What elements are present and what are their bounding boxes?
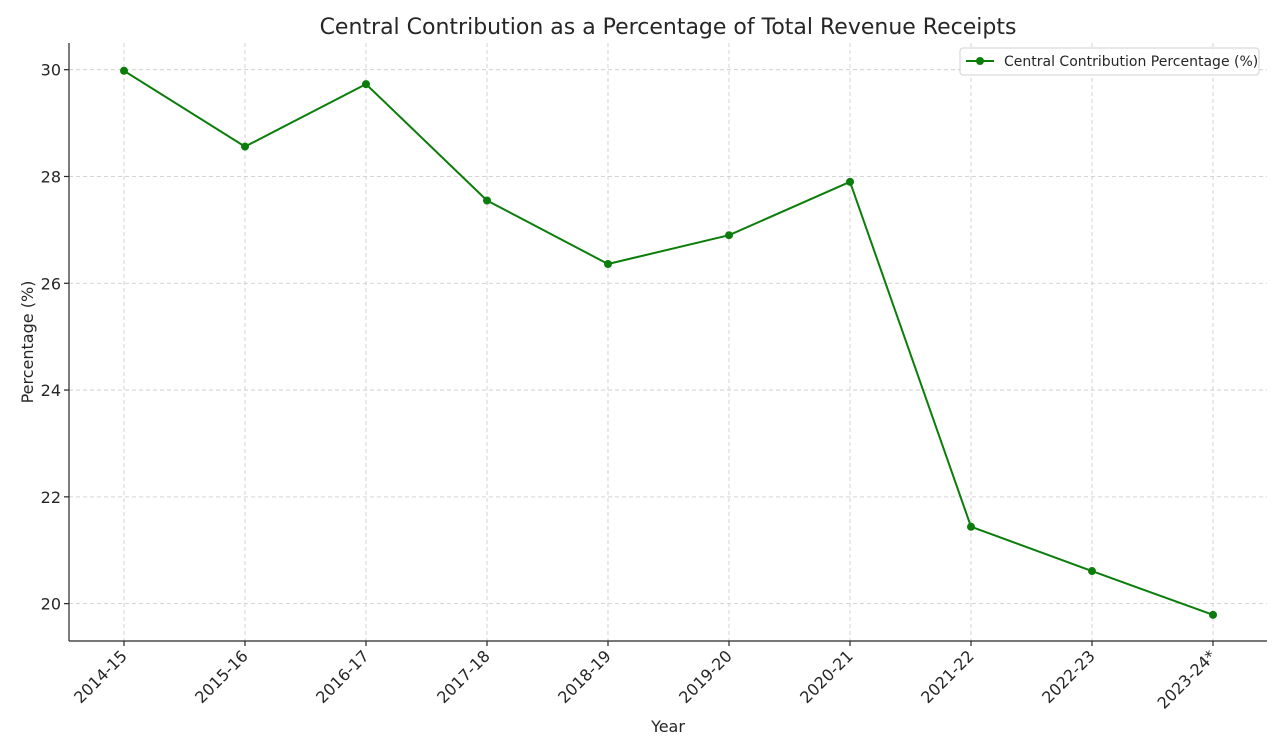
y-tick-label: 26 <box>41 274 61 293</box>
y-tick-label: 30 <box>41 61 61 80</box>
x-tick-label: 2019-20 <box>675 646 736 707</box>
grid <box>69 43 1267 641</box>
x-tick-label: 2020-21 <box>796 646 857 707</box>
legend: Central Contribution Percentage (%) <box>959 47 1260 76</box>
x-tick-label: 2022-23 <box>1038 646 1099 707</box>
y-axis-label: Percentage (%) <box>18 281 37 404</box>
x-axis-label: Year <box>650 717 685 736</box>
y-tick-label: 22 <box>41 488 61 507</box>
y-tick-label: 28 <box>41 167 61 186</box>
x-tick-label: 2016-17 <box>312 646 373 707</box>
data-point <box>120 66 128 75</box>
data-point <box>1088 567 1096 576</box>
data-point <box>362 80 370 89</box>
y-tick-label: 24 <box>41 381 61 400</box>
axes <box>68 43 1267 642</box>
legend-marker-sample <box>976 57 984 65</box>
x-tick-label: 2014-15 <box>70 646 131 707</box>
data-point <box>483 196 491 205</box>
data-point <box>241 142 249 151</box>
chart-title: Central Contribution as a Percentage of … <box>320 15 1017 40</box>
data-point <box>604 260 612 269</box>
x-tick-label: 2021-22 <box>917 646 978 707</box>
ticks: 20 22 24 26 28 30 2014-15 2015-16 2016-17 2017-18… <box>41 61 1220 713</box>
y-tick-label: 20 <box>41 595 61 614</box>
x-tick-label: 2023-24* <box>1153 646 1219 712</box>
legend-entry-label: Central Contribution Percentage (%) <box>1004 54 1258 70</box>
x-tick-label: 2018-19 <box>554 646 615 707</box>
data-point <box>846 177 854 186</box>
series-layer <box>120 66 1217 619</box>
x-tick-label: 2017-18 <box>433 646 494 707</box>
data-point <box>967 522 975 531</box>
x-tick-label: 2015-16 <box>191 646 252 707</box>
data-point <box>1209 610 1217 619</box>
data-point <box>725 231 733 240</box>
legend-box <box>959 47 1260 76</box>
series-line <box>123 69 1214 616</box>
